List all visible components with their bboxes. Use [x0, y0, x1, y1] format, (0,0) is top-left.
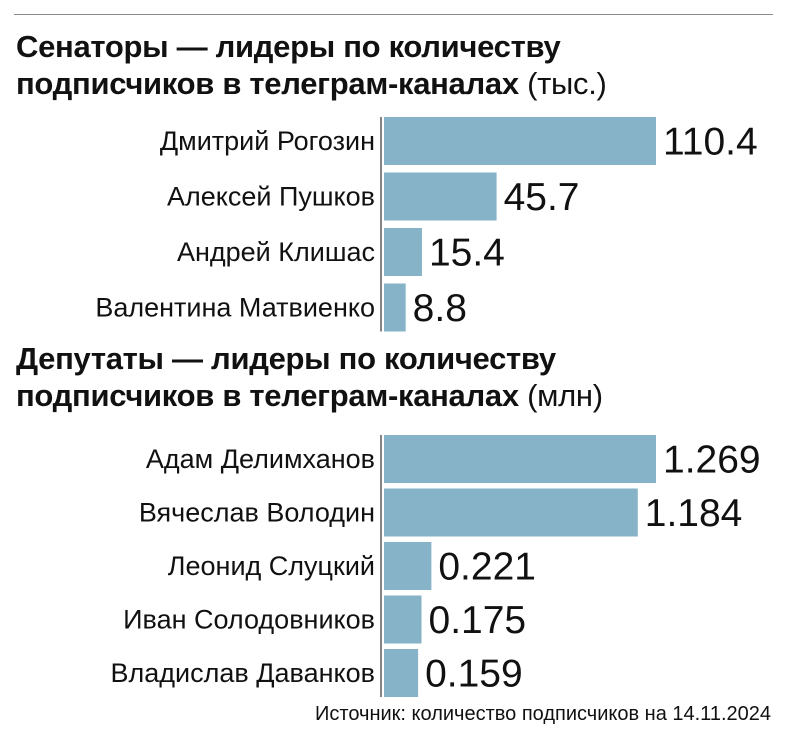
senators-value-label: 110.4	[663, 121, 758, 164]
top-rule	[14, 14, 773, 15]
deputies-bar	[384, 542, 432, 590]
deputies-title-line1: Депутаты — лидеры по количеству	[16, 341, 556, 376]
source-note: Источник: количество подписчиков на 14.1…	[315, 703, 771, 725]
senators-unit: (тыс.)	[527, 66, 607, 101]
deputies-value-label: 0.221	[438, 546, 536, 589]
deputies-chart-title: Депутаты — лидеры по количеству подписчик…	[16, 340, 603, 414]
deputies-unit: (млн)	[527, 378, 603, 413]
deputies-category-label: Адам Делимханов	[146, 444, 375, 474]
deputies-value-label: 0.175	[429, 599, 527, 642]
senators-category-label: Алексей Пушков	[167, 182, 375, 212]
senators-bar	[384, 117, 656, 165]
senators-category-label: Андрей Клишас	[177, 237, 375, 267]
senators-bar	[384, 283, 406, 332]
deputies-category-label: Леонид Слуцкий	[168, 551, 375, 581]
senators-chart-title: Сенаторы — лидеры по количеству подписчик…	[16, 28, 607, 102]
deputies-title-line2: подписчиков в телеграм-каналах	[16, 378, 519, 413]
senators-value-label: 15.4	[429, 232, 505, 275]
deputies-category-label: Владислав Даванков	[111, 658, 375, 688]
senators-bar	[384, 172, 497, 221]
senators-value-label: 8.8	[413, 287, 467, 330]
senators-title-line1: Сенаторы — лидеры по количеству	[16, 29, 561, 64]
senators-title-line2: подписчиков в телеграм-каналах	[16, 66, 519, 101]
deputies-value-label: 1.184	[645, 492, 743, 535]
senators-category-label: Дмитрий Рогозин	[160, 126, 375, 156]
deputies-bar	[384, 595, 422, 644]
deputies-bar	[384, 488, 638, 537]
deputies-category-label: Иван Солодовников	[123, 605, 375, 635]
senators-value-label: 45.7	[504, 176, 580, 219]
deputies-value-label: 1.269	[663, 439, 761, 482]
senators-category-label: Валентина Матвиенко	[95, 293, 375, 323]
senators-bar	[384, 228, 422, 276]
deputies-category-label: Вячеслав Володин	[139, 498, 375, 528]
deputies-value-label: 0.159	[425, 653, 523, 696]
deputies-bar	[384, 435, 656, 483]
deputies-bar	[384, 649, 419, 697]
